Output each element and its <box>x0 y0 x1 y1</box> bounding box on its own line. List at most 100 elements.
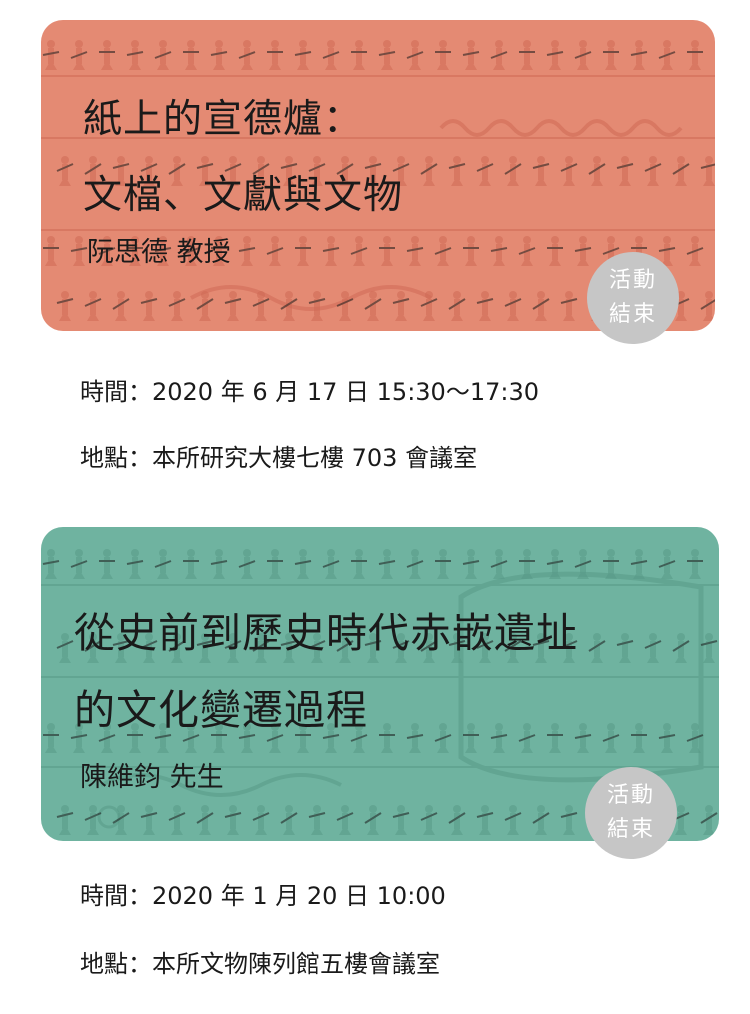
frieze-figure <box>532 633 550 663</box>
frieze-figure <box>224 291 242 321</box>
frieze-figure <box>196 291 214 321</box>
frieze-figure <box>518 236 536 266</box>
frieze-figure <box>672 633 690 663</box>
frieze-figure <box>280 633 298 663</box>
frieze-figure <box>84 156 102 186</box>
frieze-figure <box>519 40 535 70</box>
frieze-figure <box>84 291 102 321</box>
frieze-figure <box>168 291 186 321</box>
frieze-figure <box>266 236 284 266</box>
frieze-figure <box>295 236 311 266</box>
frieze-figure <box>211 723 227 753</box>
frieze-figure <box>266 723 284 753</box>
frieze-figure <box>168 633 186 663</box>
frieze-figure <box>518 723 536 753</box>
frieze-figure <box>448 633 466 663</box>
frieze-figure <box>70 723 88 753</box>
frieze-figure <box>280 156 298 186</box>
frieze-figure <box>434 723 452 753</box>
frieze-figure <box>112 805 130 835</box>
frieze-figure <box>379 236 395 266</box>
frieze-figure <box>70 549 88 579</box>
frieze-figure <box>154 40 172 70</box>
frieze-figure <box>252 805 270 835</box>
frieze-figure <box>42 40 60 70</box>
frieze-figure <box>574 40 592 70</box>
frieze-figure <box>435 549 451 579</box>
frieze-figure <box>435 40 451 70</box>
frieze-figure <box>308 156 326 186</box>
badge-line: 結束 <box>606 817 655 842</box>
frieze-figure <box>168 805 186 835</box>
frieze-figure <box>364 633 382 663</box>
frieze-figure <box>267 549 283 579</box>
frieze-figure <box>224 633 242 663</box>
frieze-figure <box>70 40 88 70</box>
frieze-figure <box>504 633 522 663</box>
frieze-figure <box>519 549 535 579</box>
frieze-figure <box>504 156 522 186</box>
frieze-figure <box>631 723 647 753</box>
frieze-figure <box>56 633 74 663</box>
frieze-figure <box>183 40 199 70</box>
frieze-figure <box>183 549 199 579</box>
frieze-figure <box>280 805 298 835</box>
frieze-figure <box>196 633 214 663</box>
frieze-figure <box>336 291 354 321</box>
frieze-figure <box>547 236 563 266</box>
frieze-figure <box>308 633 326 663</box>
frieze-figure <box>420 633 438 663</box>
frieze-figure <box>476 633 494 663</box>
frieze-figure <box>547 723 563 753</box>
frieze-figure <box>379 723 395 753</box>
frieze-figure <box>546 549 564 579</box>
frieze-figure <box>196 156 214 186</box>
frieze-figure <box>490 236 508 266</box>
event-ended-badge: 活動 結束 <box>585 767 677 859</box>
frieze-figure <box>350 236 368 266</box>
frieze-figure <box>616 156 634 186</box>
frieze-figure <box>490 723 508 753</box>
frieze-figure <box>70 236 88 266</box>
frieze-figure <box>420 805 438 835</box>
event-title-line: 文檔、文獻與文物 <box>83 173 404 218</box>
frieze-figure <box>504 291 522 321</box>
frieze-figure <box>448 156 466 186</box>
frieze-figure <box>351 549 367 579</box>
frieze-figure <box>56 805 74 835</box>
frieze-figure <box>560 633 578 663</box>
frieze-figure <box>420 156 438 186</box>
frieze-figure <box>700 156 715 186</box>
event-title[interactable]: 紙上的宣德爐： 文檔、文獻與文物 <box>83 82 403 234</box>
frieze-figure <box>686 723 704 753</box>
frieze-figure <box>336 805 354 835</box>
frieze-figure <box>42 549 60 579</box>
frieze-figure <box>210 549 228 579</box>
event-title[interactable]: 從史前到歷史時代赤嵌遺址 的文化變遷過程 <box>74 595 578 749</box>
event-time: 時間：2020 年 1 月 20 日 10:00 <box>80 882 446 910</box>
frieze-figure <box>336 156 354 186</box>
frieze-figure <box>322 549 340 579</box>
frieze-figure <box>504 805 522 835</box>
frieze-figure <box>560 805 578 835</box>
event-place: 地點：本所研究大樓七樓 703 會議室 <box>80 444 478 472</box>
frieze-figure <box>182 723 200 753</box>
frieze-figure <box>392 291 410 321</box>
frieze-figure <box>308 291 326 321</box>
frieze-figure <box>616 633 634 663</box>
event-card[interactable]: 紙上的宣德爐： 文檔、文獻與文物 阮思德 教授 <box>41 20 715 331</box>
frieze-figure <box>211 236 227 266</box>
frieze-figure <box>588 156 606 186</box>
event-place: 地點：本所文物陳列館五樓會議室 <box>80 950 440 978</box>
frieze-figure <box>112 156 130 186</box>
frieze-figure <box>603 549 619 579</box>
frieze-figure <box>140 291 158 321</box>
frieze-figure <box>127 236 143 266</box>
frieze-figure <box>224 156 242 186</box>
frieze-figure <box>672 291 690 321</box>
frieze-figure <box>322 236 340 266</box>
event-time: 時間：2020 年 6 月 17 日 15:30～17:30 <box>80 378 539 406</box>
frieze-figure <box>406 549 424 579</box>
frieze-figure <box>700 291 715 321</box>
